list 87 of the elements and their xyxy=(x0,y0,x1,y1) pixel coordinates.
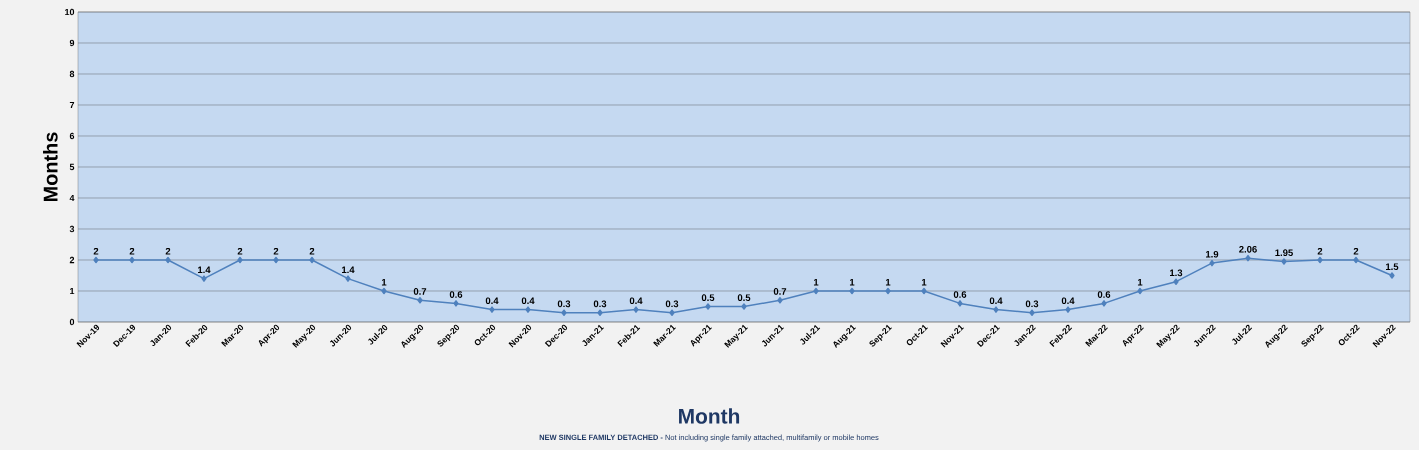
point xyxy=(345,275,351,282)
data-label: 0.4 xyxy=(629,297,643,305)
y-tick-label: 2 xyxy=(69,256,75,264)
point xyxy=(273,256,279,264)
point xyxy=(525,306,531,313)
data-label: 1.3 xyxy=(1170,269,1183,277)
point xyxy=(129,256,135,264)
data-label: 1 xyxy=(1137,278,1143,286)
point xyxy=(417,297,423,304)
point xyxy=(237,256,243,264)
point xyxy=(921,287,927,295)
data-label: 1 xyxy=(849,278,855,286)
y-tick-label: 5 xyxy=(69,163,75,171)
data-label: 2 xyxy=(1353,247,1359,255)
point xyxy=(1173,278,1179,285)
point xyxy=(1101,300,1107,307)
point xyxy=(885,287,891,295)
data-label: 1.5 xyxy=(1386,263,1399,270)
point xyxy=(777,297,783,304)
y-tick-label: 1 xyxy=(70,287,75,295)
point xyxy=(1137,287,1143,295)
point xyxy=(1389,272,1395,279)
point xyxy=(93,256,99,264)
data-label: 0.6 xyxy=(953,291,967,298)
y-tick-label: 0 xyxy=(69,318,75,326)
data-label: 0.5 xyxy=(737,294,751,301)
data-label: 0.4 xyxy=(1061,297,1075,305)
data-label: 0.4 xyxy=(521,297,535,305)
y-tick-label: 3 xyxy=(69,225,75,233)
data-label: 1 xyxy=(813,278,819,286)
data-label: 0.7 xyxy=(413,288,427,295)
data-label: 0.3 xyxy=(557,300,571,308)
data-label: 1.4 xyxy=(198,266,211,274)
y-tick-label: 10 xyxy=(65,8,75,16)
data-label: 0.6 xyxy=(449,291,463,298)
point xyxy=(741,303,747,310)
x-axis-title: Month xyxy=(679,408,740,424)
data-label: 2 xyxy=(165,247,171,255)
point xyxy=(1209,259,1215,267)
data-label: 2 xyxy=(237,247,243,255)
point xyxy=(165,256,171,264)
point xyxy=(993,306,999,313)
y-tick-label: 4 xyxy=(69,194,75,202)
y-tick-label: 9 xyxy=(69,39,75,47)
data-label: 2 xyxy=(273,247,279,255)
data-label: 1 xyxy=(885,278,891,286)
data-label: 2.06 xyxy=(1239,245,1257,253)
point xyxy=(669,309,675,316)
point xyxy=(1029,309,1035,316)
point xyxy=(381,287,387,295)
point xyxy=(1317,256,1323,264)
data-label: 0.3 xyxy=(1025,300,1039,308)
point xyxy=(1065,306,1071,313)
data-label: 0.3 xyxy=(593,300,607,308)
point xyxy=(813,287,819,295)
data-label: 1 xyxy=(381,278,387,286)
data-label: 2 xyxy=(309,247,315,255)
point xyxy=(705,303,711,310)
data-label: 0.6 xyxy=(1097,291,1111,298)
point xyxy=(453,300,459,307)
point xyxy=(561,309,567,316)
data-label: 2 xyxy=(1317,247,1323,255)
data-label: 2 xyxy=(129,247,135,255)
data-label: 0.4 xyxy=(485,297,499,305)
data-label: 1.9 xyxy=(1206,250,1219,258)
point xyxy=(957,300,963,307)
point xyxy=(1281,258,1287,265)
data-label: 0.7 xyxy=(773,288,787,295)
point xyxy=(597,309,603,316)
data-label: 0.3 xyxy=(665,300,679,308)
data-label: 0.4 xyxy=(989,297,1003,305)
point xyxy=(633,306,639,313)
point xyxy=(849,287,855,295)
y-tick-label: 8 xyxy=(69,70,75,78)
y-tick-label: 7 xyxy=(69,101,75,109)
y-axis-title: Months xyxy=(43,132,58,202)
point xyxy=(1245,254,1251,262)
point xyxy=(309,256,315,264)
data-label: 1 xyxy=(921,278,927,286)
point xyxy=(1353,256,1359,264)
point xyxy=(201,275,207,282)
data-label: 1.95 xyxy=(1275,249,1293,257)
data-label: 1.4 xyxy=(342,266,355,274)
data-label: 2 xyxy=(93,247,99,255)
y-tick-label: 6 xyxy=(69,132,75,140)
data-label: 0.5 xyxy=(701,294,715,301)
point xyxy=(489,306,495,313)
